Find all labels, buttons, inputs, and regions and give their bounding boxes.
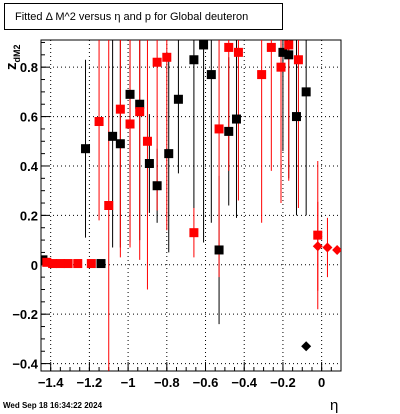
y-axis-title: zdM2 — [3, 45, 22, 71]
data-point — [284, 40, 294, 50]
data-point — [164, 149, 174, 159]
plot-frame — [40, 39, 342, 372]
data-point — [189, 228, 199, 238]
x-tick-label: −0.2 — [270, 375, 296, 390]
x-tick-label: −0.4 — [231, 375, 257, 390]
data-point — [301, 341, 312, 352]
data-point — [73, 259, 83, 269]
y-axis-title-sub: dM2 — [12, 45, 22, 63]
data-point — [189, 55, 199, 65]
y-tick-label: 0 — [31, 258, 38, 273]
data-point — [125, 89, 135, 99]
data-point — [55, 259, 65, 269]
x-tick-label: −1 — [121, 375, 136, 390]
data-point — [115, 104, 125, 114]
data-point — [284, 50, 294, 60]
data-point — [278, 47, 288, 57]
x-axis-title: η — [330, 397, 338, 414]
data-point — [291, 112, 301, 122]
axes: −1.4 −1.2 −1 −0.8 −0.6 −0.4 −0.2 0 −0.4 −0.2 0 0.2 0… — [12, 41, 342, 390]
data-point — [152, 181, 162, 191]
data-point — [206, 70, 216, 80]
data-point — [81, 144, 91, 154]
data-point — [214, 124, 224, 134]
data-point — [135, 107, 145, 117]
timestamp: Wed Sep 18 16:34:22 2024 — [3, 401, 103, 410]
data-point — [293, 55, 303, 65]
data-point — [144, 159, 154, 169]
data-point — [266, 42, 276, 52]
data-point — [142, 136, 152, 146]
y-tick-label: 0.8 — [20, 60, 38, 75]
data-point — [94, 117, 104, 127]
data-point — [86, 259, 96, 269]
x-tick-label: 0 — [318, 375, 325, 390]
data-point — [301, 87, 311, 97]
data-point — [115, 139, 125, 149]
data-point — [108, 131, 118, 141]
x-tick-label: −1.4 — [38, 375, 64, 390]
data-markers — [41, 40, 341, 352]
data-point — [125, 119, 135, 129]
y-tick-label: 0.6 — [20, 110, 38, 125]
chart-title: Fitted Δ M^2 versus η and p for Global d… — [4, 3, 283, 30]
data-point — [42, 257, 52, 267]
y-tick-label: 0.2 — [20, 208, 38, 223]
y-tick-label: −0.2 — [12, 307, 38, 322]
data-point — [173, 94, 183, 104]
data-point — [276, 62, 286, 72]
y-tick-label: 0.4 — [20, 159, 39, 174]
data-point — [96, 259, 106, 269]
data-point — [224, 126, 234, 136]
svg-text:zdM2: zdM2 — [3, 45, 22, 71]
data-point — [233, 47, 243, 57]
data-point — [322, 242, 333, 253]
data-point — [162, 52, 172, 62]
data-point — [224, 42, 234, 52]
y-tick-label: −0.4 — [12, 357, 38, 372]
data-point — [231, 114, 241, 124]
data-point — [312, 241, 323, 252]
data-point — [199, 40, 209, 50]
data-point — [104, 201, 114, 210]
data-point — [48, 259, 58, 269]
x-tick-label: −1.2 — [77, 375, 103, 390]
data-point — [135, 99, 145, 109]
data-point — [214, 245, 224, 255]
x-tick-label: −0.8 — [154, 375, 180, 390]
y-axis-title-main: z — [3, 63, 20, 71]
data-point — [332, 244, 341, 255]
data-point — [257, 70, 267, 80]
data-point — [63, 259, 73, 269]
data-point — [313, 230, 323, 240]
data-point — [152, 57, 162, 67]
x-tick-label: −0.6 — [193, 375, 219, 390]
